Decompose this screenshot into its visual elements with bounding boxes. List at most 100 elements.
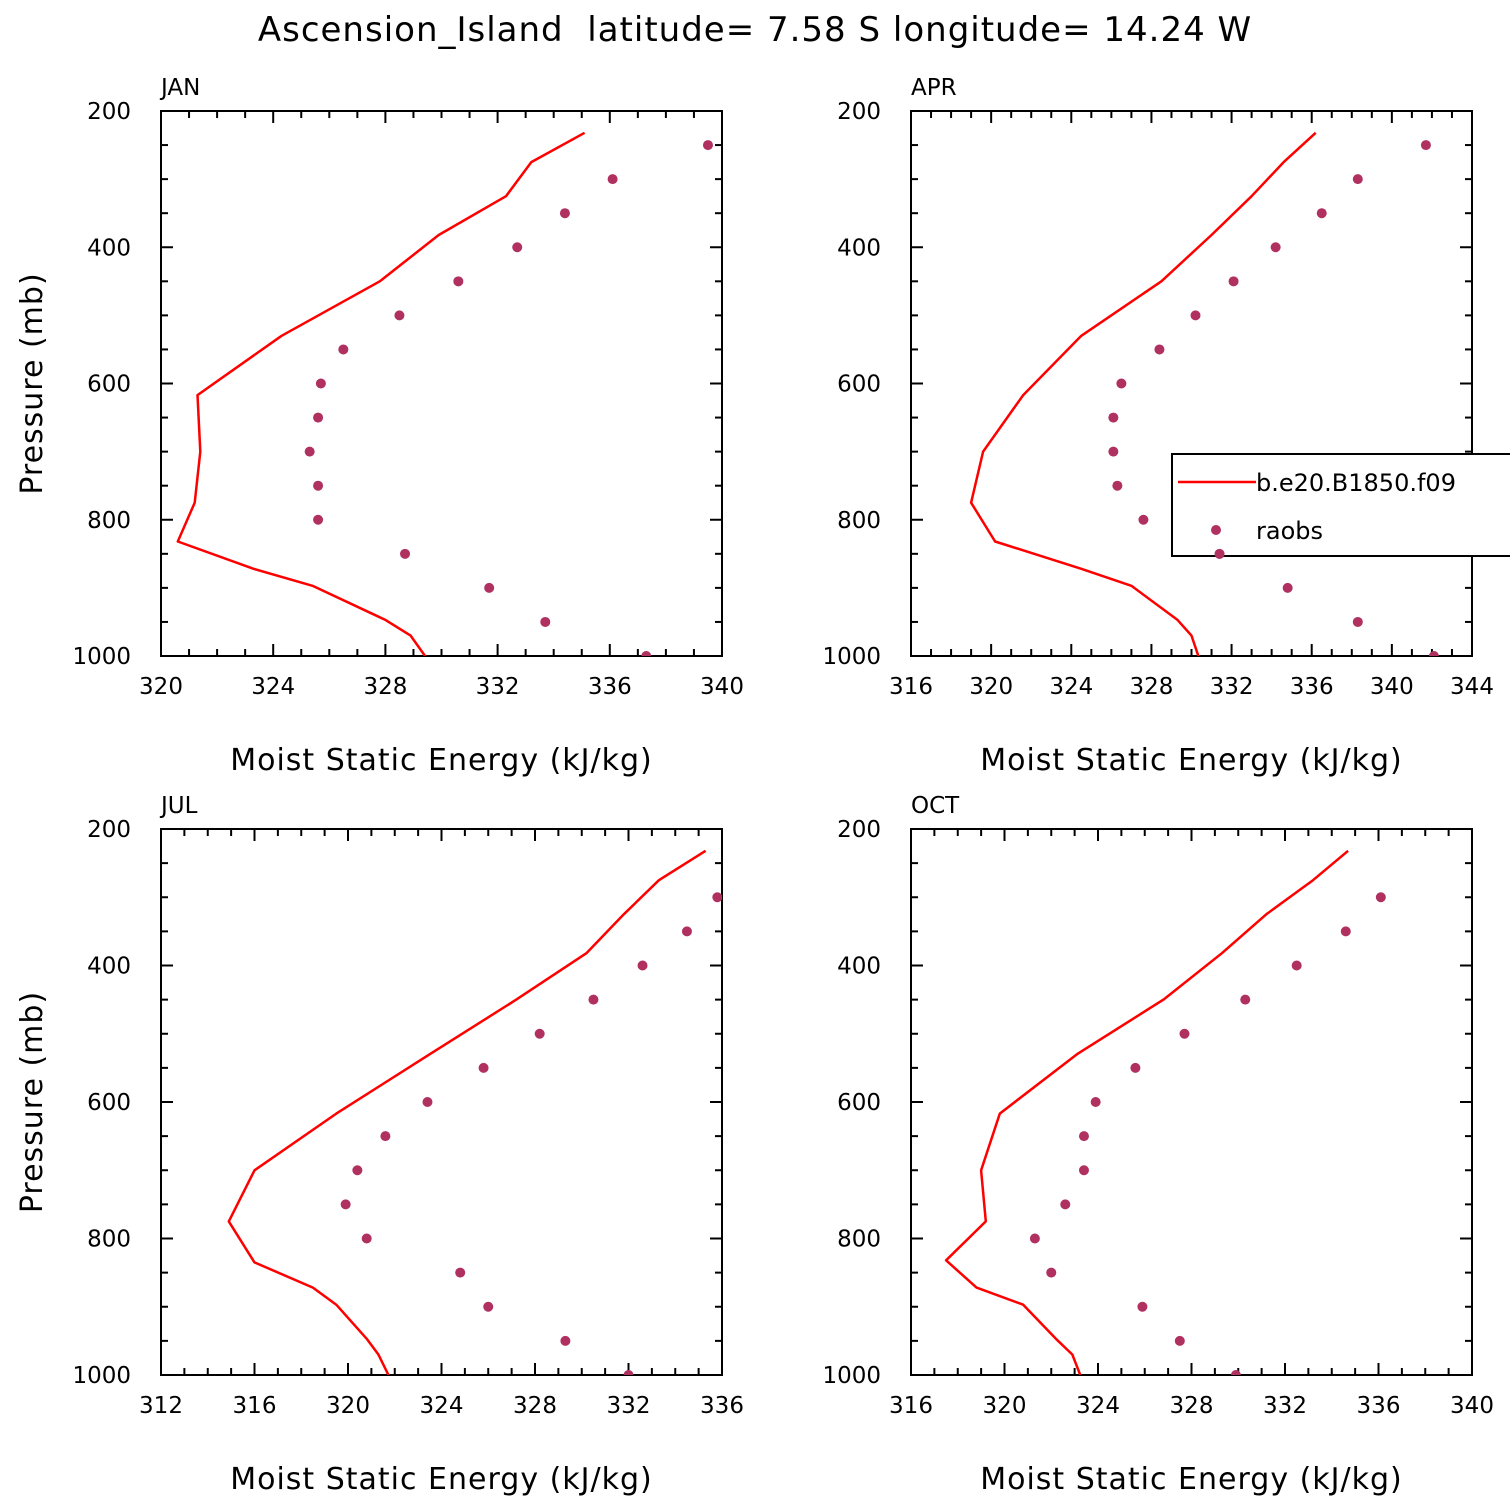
legend-label: raobs (1256, 517, 1323, 545)
y-axis-title: Pressure (mb) (15, 272, 50, 494)
raobs-point (455, 1267, 466, 1278)
raobs-point (1078, 1131, 1089, 1142)
x-tick-label: 328 (363, 674, 407, 700)
model-series-line (969, 131, 1317, 656)
raobs-point (1190, 310, 1201, 321)
x-tick-label: 320 (969, 674, 1013, 700)
raobs-point (1112, 480, 1123, 491)
y-tick-label: 800 (87, 1227, 131, 1253)
y-tick-label: 600 (837, 372, 881, 398)
raobs-point (1428, 651, 1439, 656)
raobs-point (1090, 1097, 1101, 1107)
y-tick-label: 800 (87, 508, 131, 534)
raobs-point (712, 892, 722, 903)
x-tick-label: 336 (588, 674, 632, 700)
raobs-point (1230, 1370, 1241, 1375)
raobs-point (637, 960, 648, 971)
plot-data (227, 849, 722, 1375)
panel-label: JUL (159, 793, 198, 819)
plot-data (176, 131, 713, 656)
raobs-point (702, 140, 713, 151)
raobs-point (313, 412, 324, 423)
raobs-point (1108, 412, 1119, 423)
raobs-point (1352, 174, 1363, 185)
y-tick-label: 1000 (72, 1363, 131, 1389)
panel-jan: 320 324 328 332 336 340 200 400 600 800 1000 Moist … (15, 75, 744, 778)
raobs-point (681, 926, 692, 937)
x-tick-label: 328 (1129, 674, 1173, 700)
raobs-point (1270, 242, 1281, 253)
raobs-point (313, 514, 324, 525)
raobs-point (560, 1335, 571, 1346)
x-tick-label: 320 (983, 1393, 1027, 1419)
raobs-point (1137, 1301, 1148, 1312)
raobs-point (304, 446, 315, 457)
raobs-point (641, 651, 652, 656)
x-tick-label: 324 (251, 674, 295, 700)
raobs-point (340, 1199, 351, 1210)
panel-label: OCT (911, 793, 960, 819)
raobs-point (352, 1165, 363, 1176)
legend-marker-swatch (1211, 525, 1221, 535)
raobs-point (361, 1233, 372, 1244)
x-tick-label: 340 (700, 674, 744, 700)
raobs-point (1108, 446, 1119, 457)
raobs-point (394, 310, 405, 321)
plot-frame (160, 828, 723, 1376)
legend-label: b.e20.B1850.f09 (1256, 469, 1456, 497)
y-tick-label: 200 (837, 817, 881, 843)
y-tick-label: 600 (87, 1090, 131, 1116)
plot-data (969, 131, 1439, 656)
raobs-point (1240, 994, 1251, 1005)
x-tick-label: 336 (1357, 1393, 1401, 1419)
raobs-point (313, 480, 324, 491)
raobs-point (1154, 344, 1165, 355)
x-tick-label: 320 (139, 674, 183, 700)
raobs-point (380, 1131, 391, 1142)
raobs-point (453, 276, 464, 287)
raobs-point (1352, 616, 1363, 627)
x-tick-label: 324 (1049, 674, 1093, 700)
plot-frame (160, 110, 723, 657)
y-tick-label: 600 (87, 372, 131, 398)
legend-box (1171, 453, 1510, 557)
raobs-point (512, 242, 523, 253)
x-axis-title: Moist Static Energy (kJ/kg) (980, 1462, 1403, 1497)
x-tick-label: 340 (1370, 674, 1414, 700)
raobs-point (588, 994, 599, 1005)
y-tick-label: 600 (837, 1090, 881, 1116)
raobs-point (1316, 208, 1327, 219)
x-axis-title: Moist Static Energy (kJ/kg) (230, 743, 653, 778)
plot-data (944, 849, 1386, 1375)
raobs-point (1282, 582, 1293, 593)
x-tick-label: 316 (889, 1393, 933, 1419)
raobs-point (623, 1370, 634, 1375)
y-tick-label: 200 (87, 99, 131, 125)
raobs-point (1179, 1028, 1190, 1039)
y-tick-label: 200 (87, 817, 131, 843)
x-tick-label: 332 (607, 1393, 651, 1419)
model-series-line (944, 849, 1349, 1375)
y-tick-label: 200 (837, 99, 881, 125)
x-tick-label: 316 (889, 674, 933, 700)
raobs-point (483, 1301, 494, 1312)
raobs-point (338, 344, 349, 355)
raobs-point (1420, 140, 1431, 151)
panel-label: JAN (159, 75, 200, 101)
raobs-point (534, 1028, 545, 1039)
x-tick-label: 312 (139, 1393, 183, 1419)
raobs-point (1138, 514, 1149, 525)
y-tick-label: 1000 (72, 644, 131, 670)
raobs-point (1116, 378, 1127, 389)
y-tick-label: 400 (837, 954, 881, 980)
x-tick-label: 328 (1170, 1393, 1214, 1419)
raobs-point (1078, 1165, 1089, 1176)
raobs-point (1174, 1335, 1185, 1346)
x-tick-label: 332 (1263, 1393, 1307, 1419)
plot-frame (910, 110, 1473, 657)
y-tick-label: 1000 (822, 644, 881, 670)
x-tick-label: 336 (700, 1393, 744, 1419)
x-tick-label: 324 (1076, 1393, 1120, 1419)
panel-jul: 312 316 320 324 328 332 336 200 400 600 800 1000 Moi… (15, 793, 744, 1497)
raobs-point (559, 208, 570, 219)
